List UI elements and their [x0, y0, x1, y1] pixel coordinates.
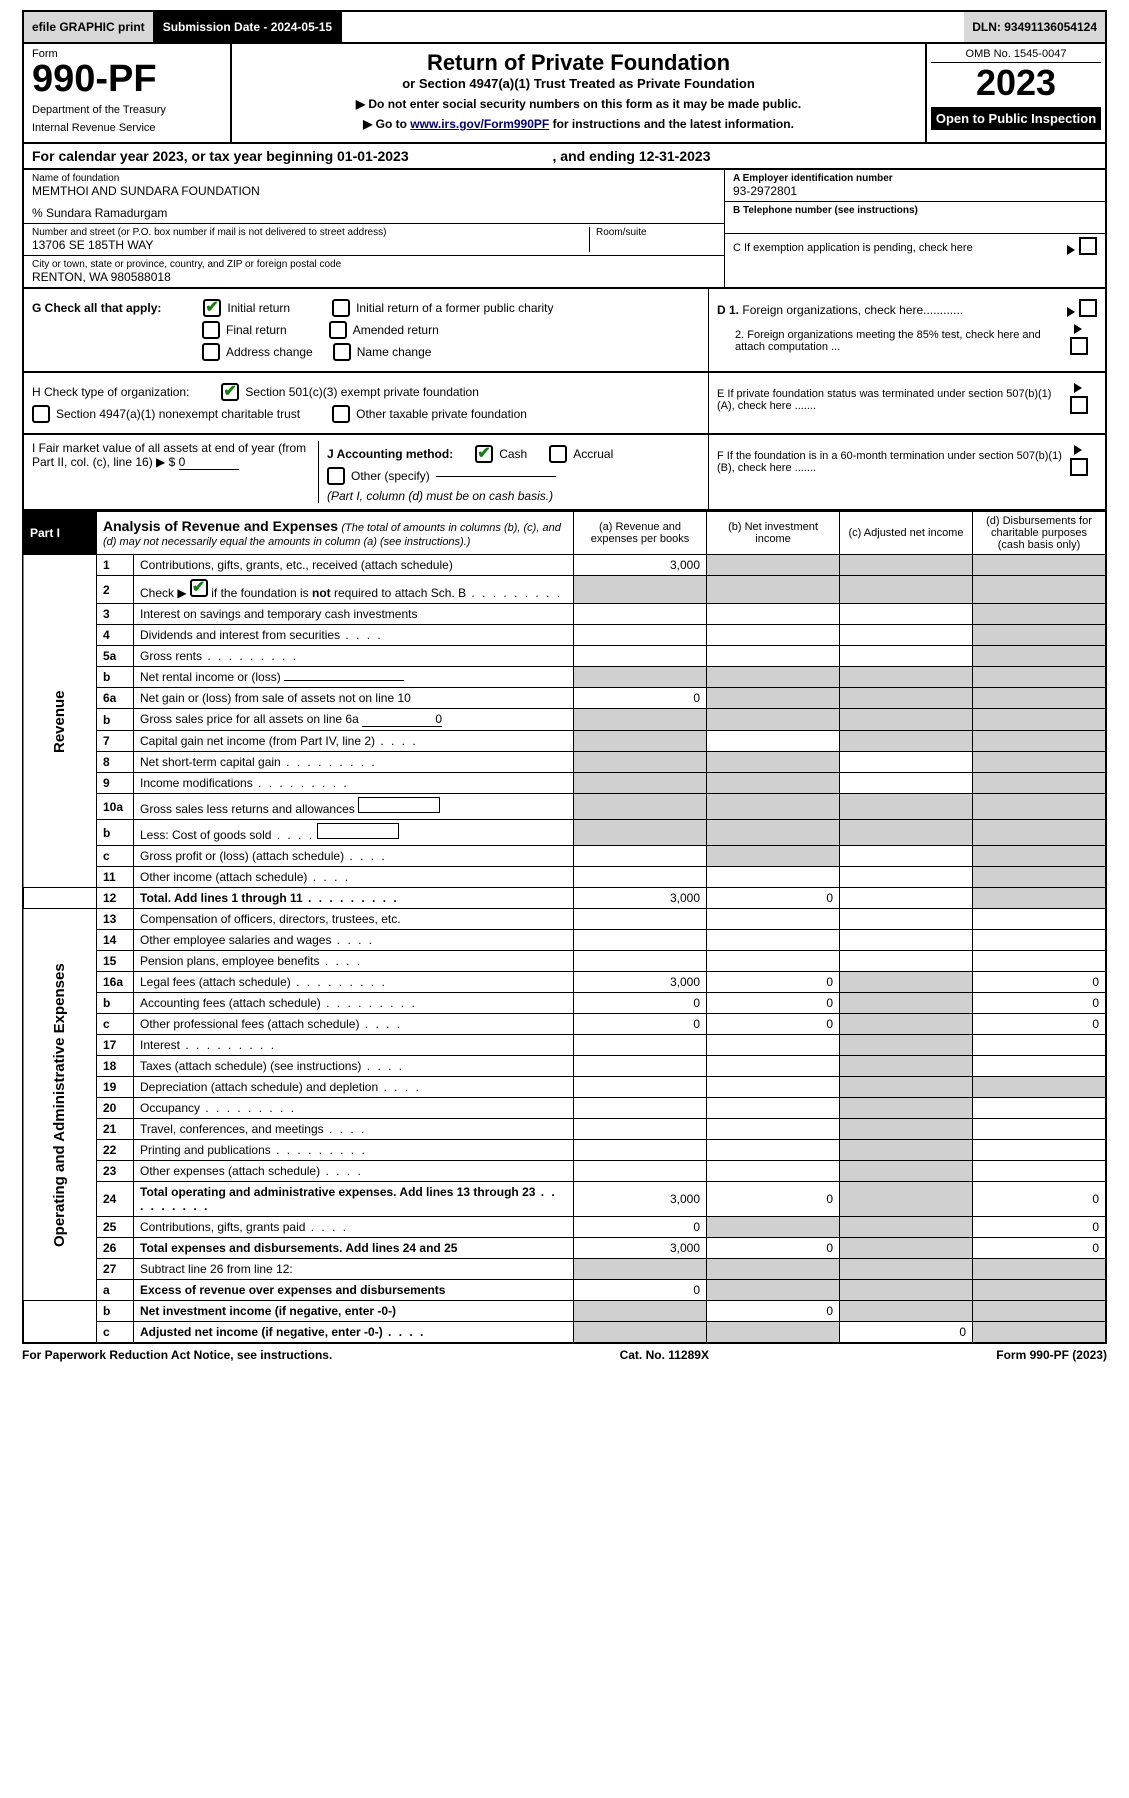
topbar-spacer	[342, 12, 964, 42]
paperwork-notice: For Paperwork Reduction Act Notice, see …	[22, 1348, 332, 1362]
arrow-icon	[1074, 383, 1082, 393]
checkbox-cash[interactable]	[475, 445, 493, 463]
form-subtitle: or Section 4947(a)(1) Trust Treated as P…	[240, 76, 917, 91]
checkbox-501c3[interactable]	[221, 383, 239, 401]
checkbox-name-change[interactable]	[333, 343, 351, 361]
arrow-icon	[1074, 445, 1082, 455]
cat-number: Cat. No. 11289X	[620, 1348, 709, 1362]
checkbox-f[interactable]	[1070, 458, 1088, 476]
section-g-row: G Check all that apply: Initial return I…	[32, 299, 700, 317]
col-c-header: (c) Adjusted net income	[840, 512, 973, 555]
open-inspection: Open to Public Inspection	[931, 107, 1101, 130]
phone-row: B Telephone number (see instructions)	[725, 202, 1105, 234]
street-row: Number and street (or P.O. box number if…	[24, 224, 724, 256]
col-a-header: (a) Revenue and expenses per books	[574, 512, 707, 555]
cash-basis-note: (Part I, column (d) must be on cash basi…	[327, 489, 700, 503]
dln-label: DLN: 93491136054124	[964, 12, 1105, 42]
expenses-side-label: Operating and Administrative Expenses	[23, 909, 97, 1301]
city-row: City or town, state or province, country…	[24, 256, 724, 287]
arrow-icon	[1067, 307, 1075, 317]
checkbox-initial-return[interactable]	[203, 299, 221, 317]
section-c-row: C If exemption application is pending, c…	[725, 234, 1105, 261]
tax-year: 2023	[931, 63, 1101, 103]
checkbox-address-change[interactable]	[202, 343, 220, 361]
section-j-label: J Accounting method:	[327, 447, 453, 461]
instruction-1: ▶ Do not enter social security numbers o…	[240, 97, 917, 111]
section-h-row: H Check type of organization: Section 50…	[32, 383, 700, 401]
arrow-icon	[1074, 324, 1082, 334]
irs-label: Internal Revenue Service	[32, 122, 222, 134]
foundation-name-row: Name of foundation MEMTHOI AND SUNDARA F…	[24, 170, 724, 224]
checkbox-c[interactable]	[1079, 237, 1097, 255]
part1-label: Part I	[23, 512, 97, 555]
checkbox-d2[interactable]	[1070, 337, 1088, 355]
checkbox-e[interactable]	[1070, 396, 1088, 414]
form-ref: Form 990-PF (2023)	[996, 1348, 1107, 1362]
part1-table: Part I Analysis of Revenue and Expenses …	[22, 511, 1107, 1344]
calendar-year-row: For calendar year 2023, or tax year begi…	[22, 144, 1107, 170]
hij-block: H Check type of organization: Section 50…	[22, 373, 1107, 435]
checkbox-accrual[interactable]	[549, 445, 567, 463]
header-right: OMB No. 1545-0047 2023 Open to Public In…	[925, 44, 1105, 142]
col-d-header: (d) Disbursements for charitable purpose…	[973, 512, 1107, 555]
instruction-2: ▶ Go to www.irs.gov/Form990PF for instru…	[240, 117, 917, 131]
page-footer: For Paperwork Reduction Act Notice, see …	[22, 1344, 1107, 1366]
omb-number: OMB No. 1545-0047	[931, 48, 1101, 63]
revenue-side-label: Revenue	[23, 555, 97, 888]
ein-row: A Employer identification number 93-2972…	[725, 170, 1105, 202]
irs-link[interactable]: www.irs.gov/Form990PF	[410, 117, 549, 131]
dept-treasury: Department of the Treasury	[32, 104, 222, 116]
checkbox-amended-return[interactable]	[329, 321, 347, 339]
checkbox-other-method[interactable]	[327, 467, 345, 485]
arrow-icon	[1067, 245, 1075, 255]
checkbox-other-taxable[interactable]	[332, 405, 350, 423]
checkbox-initial-former[interactable]	[332, 299, 350, 317]
checkbox-d1[interactable]	[1079, 299, 1097, 317]
checkbox-sch-b[interactable]	[190, 579, 208, 597]
efile-label: efile GRAPHIC print	[24, 12, 155, 42]
submission-date: Submission Date - 2024-05-15	[155, 12, 342, 42]
checkbox-final-return[interactable]	[202, 321, 220, 339]
ij-block: I Fair market value of all assets at end…	[22, 435, 1107, 511]
fmv-value: 0	[179, 455, 239, 470]
checkbox-4947[interactable]	[32, 405, 50, 423]
col-b-header: (b) Net investment income	[707, 512, 840, 555]
header-left: Form 990-PF Department of the Treasury I…	[24, 44, 232, 142]
identification-block: Name of foundation MEMTHOI AND SUNDARA F…	[22, 170, 1107, 289]
form-title: Return of Private Foundation	[240, 50, 917, 76]
form-header: Form 990-PF Department of the Treasury I…	[22, 44, 1107, 144]
form-number: 990-PF	[32, 60, 222, 98]
top-bar: efile GRAPHIC print Submission Date - 20…	[22, 10, 1107, 44]
header-middle: Return of Private Foundation or Section …	[232, 44, 925, 142]
checkbox-section: G Check all that apply: Initial return I…	[22, 289, 1107, 373]
